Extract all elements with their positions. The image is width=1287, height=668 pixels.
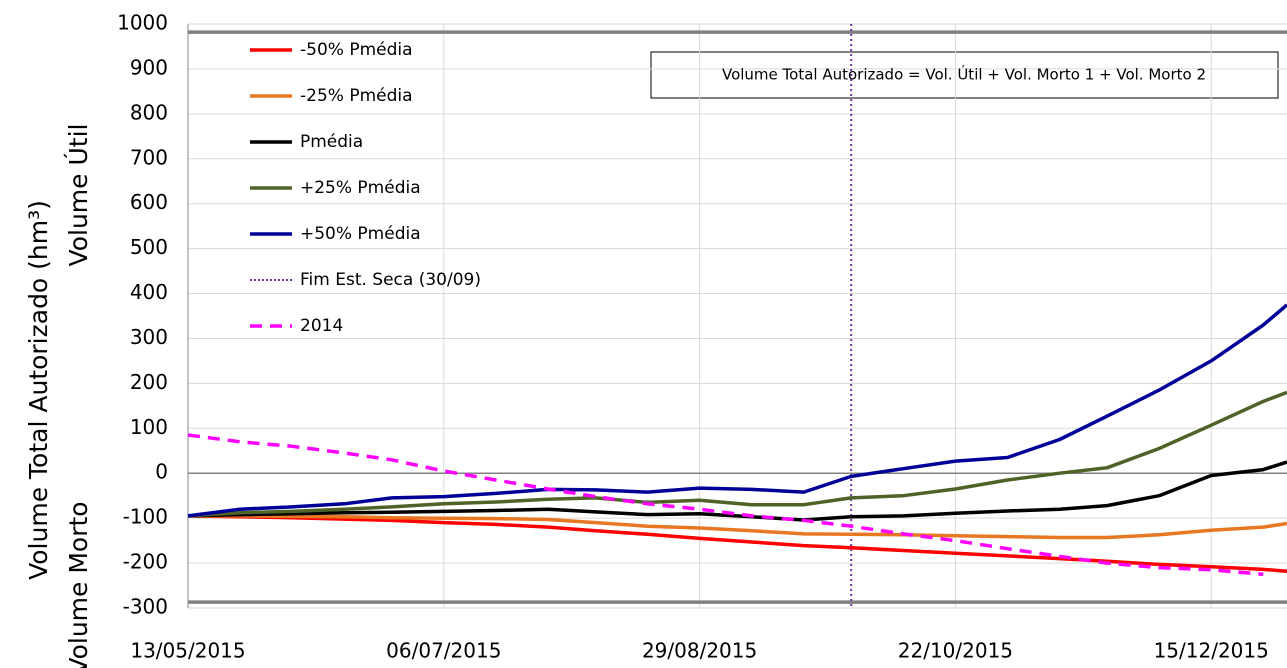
y-tick-label: 1000 [117, 11, 168, 35]
annotation: Volume Total Autorizado = Vol. Útil + Vo… [722, 65, 1206, 84]
annotation-box [650, 51, 1279, 99]
y-axis-label: Volume Morto [64, 501, 93, 668]
x-tick-label: 13/05/2015 [130, 639, 245, 663]
x-tick-label: 15/12/2015 [1154, 639, 1269, 663]
legend-label: 2014 [300, 316, 343, 336]
y-tick-label: 0 [155, 460, 168, 484]
series-line [187, 390, 1287, 518]
y-tick-label: 400 [130, 280, 168, 304]
legend-label: +25% Pmédia [300, 178, 421, 198]
legend-label: -50% Pmédia [300, 40, 413, 60]
y-tick-label: 200 [130, 370, 168, 394]
y-tick-label: 500 [130, 235, 168, 259]
legend-label: Fim Est. Seca (30/09) [300, 270, 481, 290]
y-tick-label: 900 [130, 55, 168, 79]
legend-label: Pmédia [300, 132, 363, 152]
y-tick-label: 100 [130, 415, 168, 439]
x-tick-label: 22/10/2015 [898, 639, 1013, 663]
x-tick-label: 06/07/2015 [386, 639, 501, 663]
y-tick-label: -300 [123, 595, 168, 619]
y-axis-label: Volume Total Autorizado (hm³) [24, 200, 53, 580]
y-tick-label: -100 [123, 505, 168, 529]
y-tick-label: 800 [130, 100, 168, 124]
y-tick-label: 300 [130, 325, 168, 349]
series-line [188, 514, 1287, 540]
y-axis-label: Volume Útil [63, 124, 93, 267]
series-line [187, 433, 1264, 577]
y-tick-label: -200 [123, 550, 168, 574]
legend-label: +50% Pmédia [300, 224, 421, 244]
x-tick-label: 29/08/2015 [642, 639, 757, 663]
series-line [187, 460, 1287, 522]
series-line [187, 514, 1287, 573]
y-tick-label: 700 [130, 145, 168, 169]
y-tick-label: 600 [130, 190, 168, 214]
series-line [187, 303, 1287, 518]
legend-label: -25% Pmédia [300, 86, 413, 106]
